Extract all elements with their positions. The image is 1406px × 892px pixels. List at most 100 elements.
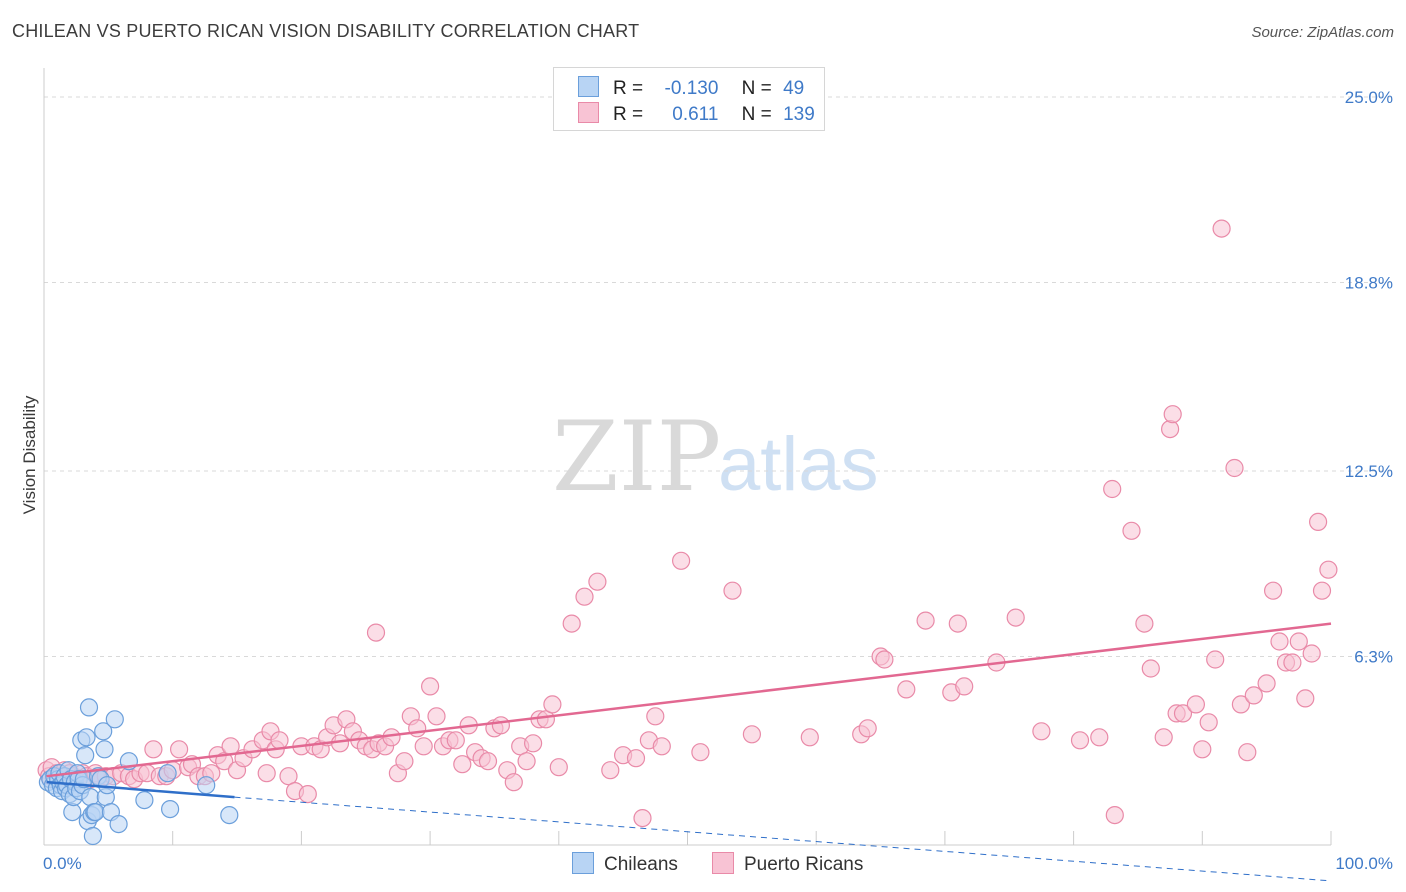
- puerto-rican-point: [1186, 695, 1206, 714]
- x-tick-label-min: 0.0%: [43, 854, 82, 873]
- puerto-rican-point: [671, 551, 691, 570]
- puerto-rican-point: [626, 749, 646, 768]
- chilean-point: [79, 698, 99, 717]
- puerto-rican-point: [1212, 219, 1231, 238]
- puerto-rican-point: [170, 740, 189, 759]
- ticks: 6.3% 12.5% 18.8% 25.0% 0.0% 100.0%: [43, 88, 1393, 873]
- chilean-trend-line: [46, 780, 235, 799]
- puerto-rican-point: [517, 752, 536, 771]
- puerto-rican-point: [1206, 650, 1225, 669]
- chilean-point: [63, 802, 82, 822]
- puerto-rican-point: [366, 623, 386, 642]
- puerto-rican-point: [948, 614, 967, 633]
- puerto-rican-point: [427, 707, 446, 726]
- puerto-rican-point: [1103, 479, 1122, 499]
- bottom-legend-chileans[interactable]: Chileans: [572, 852, 678, 876]
- legend-row-puerto-ricans: R = 0.611 N = 139: [578, 102, 823, 126]
- puerto-rican-point: [1302, 644, 1321, 663]
- puerto-rican-swatch: [712, 852, 734, 874]
- puerto-rican-point: [691, 743, 710, 762]
- puerto-rican-point: [601, 761, 620, 780]
- y-axis-label: Vision Disability: [20, 395, 39, 514]
- puerto-rican-point: [414, 737, 433, 756]
- y-tick-label: 25.0%: [1345, 88, 1393, 107]
- puerto-rican-point: [1070, 731, 1090, 750]
- puerto-rican-point: [575, 587, 594, 606]
- puerto-rican-point: [1270, 632, 1289, 651]
- chilean-trend-extension: [234, 796, 1332, 882]
- puerto-rican-point: [1141, 659, 1160, 678]
- puerto-rican-point: [1090, 728, 1109, 747]
- puerto-rican-swatch: [578, 102, 599, 123]
- puerto-rican-point: [1312, 581, 1332, 600]
- grid: [44, 96, 1392, 658]
- n-label: N =: [741, 104, 772, 125]
- puerto-rican-trend-line: [46, 622, 1332, 778]
- puerto-rican-point: [916, 611, 935, 630]
- puerto-rican-point: [1135, 614, 1154, 633]
- puerto-rican-point: [742, 725, 762, 744]
- puerto-rican-point: [1238, 743, 1257, 762]
- puerto-rican-point: [1244, 686, 1263, 705]
- puerto-rican-point: [330, 734, 350, 753]
- puerto-rican-point: [491, 716, 510, 735]
- puerto-rican-point: [1163, 405, 1182, 424]
- y-tick-label: 12.5%: [1345, 462, 1393, 481]
- puerto-rican-r-value: 0.611: [672, 104, 719, 125]
- watermark-zip: ZIP: [552, 401, 721, 513]
- puerto-rican-point: [646, 707, 665, 726]
- y-tick-label: 6.3%: [1354, 648, 1393, 667]
- n-label: N =: [741, 78, 772, 99]
- puerto-rican-point: [652, 737, 671, 756]
- correlation-legend: R = -0.130 N = 49 R = 0.611 N = 139: [553, 67, 825, 131]
- bottom-legend-puerto-ricans[interactable]: Puerto Ricans: [712, 852, 863, 876]
- source-label: Source: ZipAtlas.com: [1251, 24, 1394, 41]
- puerto-rican-point: [1263, 581, 1283, 600]
- puerto-rican-point: [421, 677, 440, 696]
- puerto-ricans-label: Puerto Ricans: [744, 854, 864, 875]
- chilean-point: [95, 740, 114, 759]
- puerto-rican-point: [298, 784, 317, 804]
- chilean-point: [197, 776, 216, 795]
- chilean-swatch: [578, 76, 599, 97]
- puerto-rican-point: [1257, 674, 1276, 693]
- puerto-rican-point: [279, 767, 298, 786]
- chilean-point: [76, 746, 95, 765]
- puerto-rican-point: [453, 755, 472, 774]
- puerto-rican-point: [723, 581, 742, 600]
- chilean-point: [86, 802, 105, 822]
- chilean-swatch: [572, 852, 594, 874]
- r-label: R =: [613, 78, 644, 99]
- puerto-rican-point: [562, 614, 581, 633]
- watermark: ZIP atlas: [552, 401, 879, 513]
- legend-row-chileans: R = -0.130 N = 49: [578, 76, 823, 100]
- puerto-rican-point: [1319, 560, 1338, 579]
- chilean-point: [105, 710, 124, 729]
- puerto-rican-point: [588, 572, 607, 591]
- puerto-rican-point: [1231, 695, 1251, 714]
- puerto-rican-point: [523, 734, 543, 753]
- puerto-rican-point: [1193, 740, 1212, 759]
- puerto-rican-point: [395, 752, 414, 771]
- chileans-label: Chileans: [604, 854, 678, 875]
- chilean-point: [158, 764, 177, 783]
- puerto-rican-point: [504, 773, 523, 792]
- puerto-rican-point: [1296, 689, 1315, 708]
- watermark-atlas: atlas: [718, 422, 879, 507]
- chart-title: CHILEAN VS PUERTO RICAN VISION DISABILIT…: [12, 21, 640, 41]
- puerto-rican-point: [858, 719, 877, 738]
- chilean-point: [97, 776, 117, 795]
- puerto-rican-point: [1105, 805, 1124, 825]
- puerto-rican-point: [549, 758, 568, 777]
- puerto-rican-point: [478, 752, 498, 771]
- puerto-rican-point: [800, 728, 819, 747]
- trend-lines: [46, 622, 1332, 882]
- y-tick-label: 18.8%: [1345, 274, 1393, 293]
- puerto-rican-point: [408, 719, 427, 738]
- puerto-rican-point: [633, 808, 652, 828]
- chilean-point: [94, 722, 113, 741]
- puerto-rican-point: [446, 731, 465, 750]
- puerto-rican-point: [543, 695, 562, 714]
- chilean-point: [83, 826, 103, 846]
